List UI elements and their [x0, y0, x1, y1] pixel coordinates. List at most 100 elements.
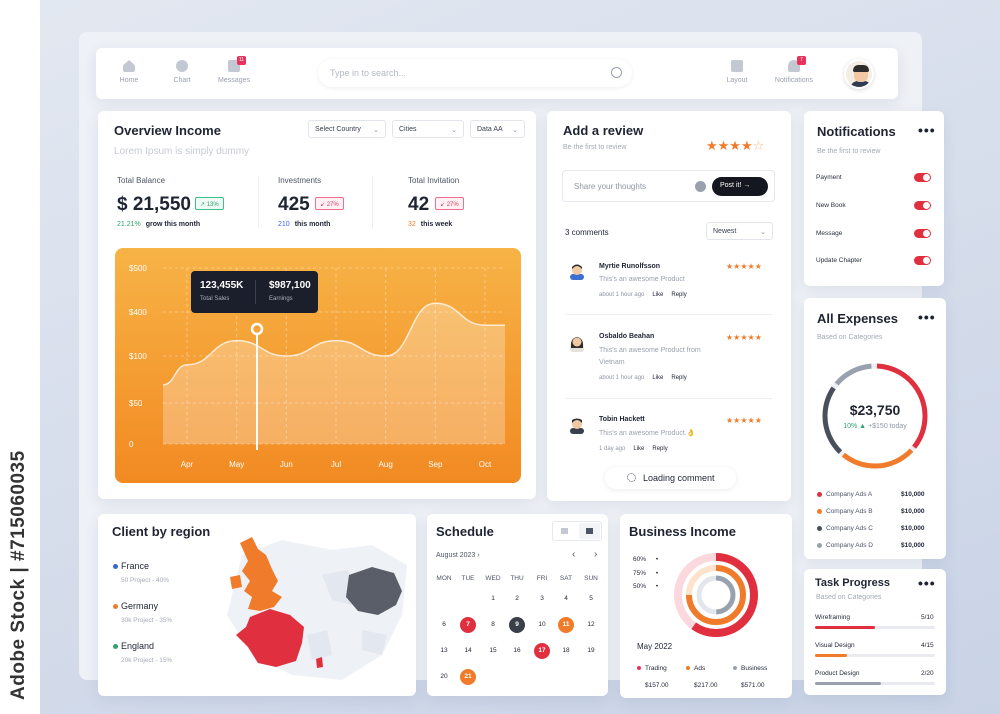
search-input[interactable]: Type in to search... [318, 59, 632, 87]
region-name[interactable]: France [121, 561, 150, 571]
message-toggle[interactable] [914, 229, 931, 238]
more-icon[interactable]: ••• [918, 575, 936, 591]
legend-label: Company Ads B [826, 508, 873, 515]
month-label[interactable]: August 2023 › [436, 552, 480, 559]
business-rings[interactable] [672, 551, 760, 639]
calendar-day[interactable]: 7 [460, 617, 476, 633]
legend-dot [817, 526, 822, 531]
payment-toggle[interactable] [914, 173, 931, 182]
update-chapter-toggle[interactable] [914, 256, 931, 265]
stat-value: 42 [408, 194, 430, 215]
region-sub: 20k Project - 15% [121, 657, 173, 664]
legend-value: $217.00 [694, 682, 718, 689]
review-input[interactable]: Share your thoughts Post it! → [562, 170, 775, 202]
country-select[interactable]: Select Country ⌄ [308, 120, 386, 138]
calendar-day[interactable]: 10 [538, 621, 546, 628]
comment-stars: ★★★★★ [726, 416, 762, 425]
data-select[interactable]: Data AA ⌄ [470, 120, 525, 138]
next-month-button[interactable]: › [594, 549, 598, 560]
weekday-label: TUE [461, 575, 475, 582]
calendar-day[interactable]: 20 [440, 673, 448, 680]
calendar-day[interactable]: 18 [562, 647, 570, 654]
schedule-card [427, 514, 608, 696]
income-chart[interactable]: $500 $400 $100 $50 0 Apr May Jun Jul Aug Sep Oct [115, 248, 521, 483]
emoji-icon[interactable] [695, 181, 706, 192]
comment-author[interactable]: Osbaldo Beahan [599, 333, 655, 340]
comment-stars: ★★★★★ [726, 262, 762, 271]
legend-dot [637, 666, 641, 670]
stat-value: $ 21,550 [117, 194, 191, 215]
calendar-day[interactable]: 13 [440, 647, 448, 654]
nav-notifications[interactable]: 7 Notifications [774, 56, 814, 84]
watermark-text: Adobe Stock | #715060035 [8, 450, 29, 700]
calendar-day[interactable]: 1 [491, 595, 495, 602]
calendar-day[interactable]: 12 [587, 621, 595, 628]
review-placeholder: Share your thoughts [574, 182, 647, 191]
calendar-day[interactable]: 19 [587, 647, 595, 654]
task-progress-bar [815, 626, 935, 629]
more-icon[interactable]: ••• [918, 309, 936, 325]
more-icon[interactable]: ••• [918, 122, 936, 138]
region-name[interactable]: England [121, 641, 155, 651]
calendar-day[interactable]: 8 [491, 621, 495, 628]
weekday-label: SAT [559, 575, 573, 582]
region-sub: 50 Project - 40% [121, 577, 170, 584]
like-button[interactable]: Like [633, 446, 645, 452]
nav-home[interactable]: Home [104, 60, 154, 84]
calendar-day[interactable]: 14 [464, 647, 472, 654]
region-name[interactable]: Germany [121, 601, 159, 611]
user-avatar[interactable] [844, 59, 874, 89]
arrow-right-icon: → [743, 182, 751, 189]
view-toggle[interactable] [552, 521, 602, 541]
nav-messages[interactable]: 11 Messages [218, 56, 250, 84]
sort-select[interactable]: Newest ⌄ [706, 222, 773, 240]
stat-foot: 210 this month [278, 221, 331, 228]
load-comments-button[interactable]: Loading comment [605, 467, 736, 489]
calendar-day[interactable]: 16 [513, 647, 521, 654]
calendar-day[interactable]: 6 [442, 621, 446, 628]
trend-badge: ↙ 27% [435, 197, 464, 210]
calendar-day[interactable]: 3 [540, 595, 544, 602]
region-sub: 30k Project - 35% [121, 617, 173, 624]
rating-stars[interactable]: ★★★★☆ [706, 138, 765, 153]
comment-meta: 1 day ago Like Reply [599, 446, 668, 452]
reply-button[interactable]: Reply [652, 446, 668, 452]
calendar-day[interactable]: 2 [515, 595, 519, 602]
cities-select[interactable]: Cities ⌄ [392, 120, 464, 138]
calendar-day[interactable]: 5 [589, 595, 593, 602]
weekday-label: MON [436, 575, 452, 582]
europe-map[interactable] [212, 535, 412, 685]
like-button[interactable]: Like [652, 292, 664, 298]
calendar-day[interactable]: 17 [534, 643, 550, 659]
reply-button[interactable]: Reply [671, 292, 687, 298]
legend-value: $10,000 [901, 508, 925, 515]
tasks-title: Task Progress [815, 577, 891, 589]
overview-title: Overview Income [114, 123, 221, 138]
list-view-icon[interactable] [579, 523, 600, 539]
prev-month-button[interactable]: ‹ [572, 549, 576, 560]
expenses-donut[interactable] [819, 360, 931, 472]
nav-layout[interactable]: Layout [712, 60, 762, 84]
commenter-avatar [570, 418, 584, 434]
calendar-day[interactable]: 4 [564, 595, 568, 602]
calendar-day[interactable]: 15 [489, 647, 497, 654]
calendar-day[interactable]: 9 [509, 617, 525, 633]
chevron-down-icon: ⌄ [373, 127, 379, 134]
notification-label: Message [816, 230, 843, 237]
stat-foot: 32 this week [408, 221, 453, 228]
comment-author[interactable]: Tobin Hackett [599, 416, 645, 423]
new-book-toggle[interactable] [914, 201, 931, 210]
reply-button[interactable]: Reply [671, 375, 687, 381]
comment-author[interactable]: Myrtie Runolfsson [599, 263, 661, 270]
like-button[interactable]: Like [652, 375, 664, 381]
highlight-point[interactable] [250, 322, 264, 336]
germany-region [346, 567, 402, 615]
search-icon[interactable] [611, 67, 622, 78]
post-button[interactable]: Post it! → [712, 177, 768, 196]
nav-chart[interactable]: Chart [157, 60, 207, 84]
business-title: Business Income [629, 524, 736, 539]
task-progress-bar [815, 654, 935, 657]
calendar-day[interactable]: 11 [558, 617, 574, 633]
calendar-day[interactable]: 21 [460, 669, 476, 685]
